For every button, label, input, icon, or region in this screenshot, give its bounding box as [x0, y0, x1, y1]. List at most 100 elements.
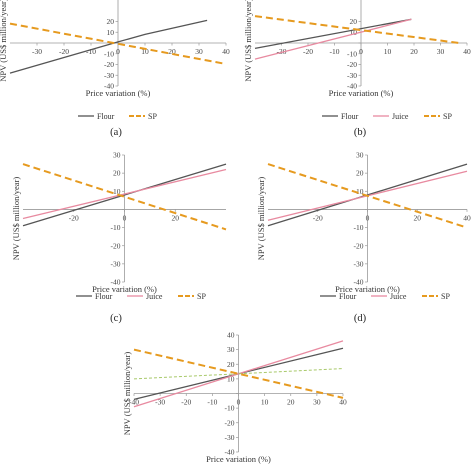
- x-tick-label: 20: [172, 213, 180, 222]
- x-tick-label: 30: [313, 398, 321, 407]
- x-tick-label: -10: [207, 398, 217, 407]
- chart-panel-5: -40 -30 -20 -10 0 10 20 30 40-40-30-20-101020304…: [122, 331, 347, 464]
- series-line-sp: [9, 22, 227, 65]
- y-tick-label: -10: [111, 223, 121, 232]
- y-tick-label: -20: [111, 241, 121, 250]
- series-group: [133, 340, 344, 408]
- legend-label: Juice: [146, 292, 163, 301]
- series-line-unnamed-2: [133, 340, 344, 408]
- legend-label: SP: [443, 112, 452, 121]
- legend-label: Juice: [392, 112, 409, 121]
- panel-label: (b): [354, 127, 367, 138]
- legend-label: SP: [441, 292, 450, 301]
- x-tick-label: 0: [366, 213, 370, 222]
- x-tick-label: -30: [32, 47, 42, 56]
- x-tick-label: 20: [168, 47, 176, 56]
- panel-label: (c): [110, 313, 122, 324]
- y-axis-title: NPV (US$ million/year): [11, 177, 21, 261]
- y-tick-label: 10: [107, 28, 115, 37]
- legend-label: Juice: [390, 292, 407, 301]
- x-tick-label: -20: [69, 213, 79, 222]
- legend-label: SP: [148, 112, 157, 121]
- y-axis-title: NPV (US$ million/year): [256, 177, 266, 261]
- x-tick-label: 40: [463, 47, 471, 56]
- series-line-juice: [254, 18, 412, 60]
- x-tick-label: -30: [277, 47, 287, 56]
- chart-panel-1: -30 -20 -10 0 10 20 30 40-40-30-20-101020Price …: [0, 0, 230, 138]
- x-tick-label: 40: [339, 398, 347, 407]
- series-group: [9, 19, 227, 74]
- legend-label: Flour: [95, 292, 113, 301]
- x-tick-label: -20: [303, 47, 313, 56]
- y-axis-title: NPV (US$ million/year): [0, 0, 8, 82]
- y-tick-label: -30: [225, 433, 235, 442]
- x-tick-label: 0: [237, 398, 241, 407]
- series-line-unnamed-4: [133, 348, 344, 399]
- series-line-sp: [267, 163, 468, 229]
- series-line-sp: [254, 15, 460, 44]
- x-tick-label: 20: [414, 213, 422, 222]
- x-tick-label: 10: [141, 47, 149, 56]
- x-tick-label: 0: [123, 213, 127, 222]
- y-tick-label: -10: [225, 404, 235, 413]
- x-axis-title: Price variation (%): [206, 454, 271, 464]
- legend-label: Flour: [341, 112, 359, 121]
- series-line-flour: [254, 18, 412, 50]
- y-tick-label: 10: [227, 374, 235, 383]
- x-tick-label: -20: [313, 213, 323, 222]
- y-tick-label: -30: [354, 259, 364, 268]
- x-axis-title: Price variation (%): [92, 284, 157, 294]
- y-tick-label: 20: [107, 17, 115, 26]
- chart-panel-4: -20 0 20 40 -40 -30 -20 -10 10 20 30 Price variatio…: [256, 151, 471, 324]
- y-tick-label: -20: [104, 60, 114, 69]
- y-tick-label: -40: [225, 448, 235, 457]
- series-group: [254, 15, 460, 60]
- series-line-flour: [9, 19, 208, 74]
- x-tick-label: 30: [437, 47, 445, 56]
- x-tick-label: 30: [195, 47, 203, 56]
- legend-label: Flour: [97, 112, 115, 121]
- series-line-flour: [22, 163, 227, 227]
- y-tick-label: 10: [113, 187, 121, 196]
- panel-label: (a): [110, 127, 122, 138]
- y-tick-label: -40: [347, 82, 357, 91]
- x-tick-label: 0: [116, 47, 120, 56]
- y-tick-label: -10: [347, 49, 357, 58]
- y-tick-label: -20: [225, 418, 235, 427]
- series-line-sp: [22, 163, 227, 231]
- y-tick-label: -30: [111, 259, 121, 268]
- x-tick-label: -20: [59, 47, 69, 56]
- x-axis-title: Price variation (%): [335, 284, 400, 294]
- y-tick-label: 20: [350, 17, 358, 26]
- x-tick-label: 40: [463, 213, 471, 222]
- x-axis-title: Price variation (%): [329, 88, 394, 98]
- x-tick-label: 40: [222, 47, 230, 56]
- y-tick-label: -40: [111, 278, 121, 287]
- y-tick-label: 20: [227, 360, 235, 369]
- y-tick-label: -40: [104, 82, 114, 91]
- y-tick-label: 30: [113, 151, 121, 160]
- x-tick-label: 10: [261, 398, 269, 407]
- x-tick-label: 10: [384, 47, 392, 56]
- y-tick-label: -30: [104, 71, 114, 80]
- series-group: [22, 163, 227, 231]
- y-axis-title: NPV (US$ million/year): [243, 0, 253, 82]
- y-tick-label: -20: [354, 241, 364, 250]
- chart-panel-3: -20 0 20 -40 -30 -20 -10 10 20 30 Price variation …: [11, 151, 227, 324]
- y-tick-label: 10: [356, 187, 364, 196]
- y-tick-label: 10: [350, 28, 358, 37]
- panel-label: (d): [354, 313, 367, 324]
- x-tick-label: -20: [181, 398, 191, 407]
- y-tick-label: -30: [347, 71, 357, 80]
- x-tick-label: 0: [359, 47, 363, 56]
- x-tick-label: 20: [410, 47, 418, 56]
- x-tick-label: -10: [330, 47, 340, 56]
- y-tick-label: -20: [347, 60, 357, 69]
- y-tick-label: -10: [354, 223, 364, 232]
- series-group: [267, 163, 468, 229]
- x-tick-label: -30: [155, 398, 165, 407]
- y-axis-title: NPV (US$ million/year): [122, 352, 132, 436]
- y-tick-label: 30: [356, 151, 364, 160]
- chart-panel-2: -30 -20 -10 0 10 20 30 40-40-30-20-101020Price …: [243, 0, 471, 138]
- y-tick-label: -40: [354, 278, 364, 287]
